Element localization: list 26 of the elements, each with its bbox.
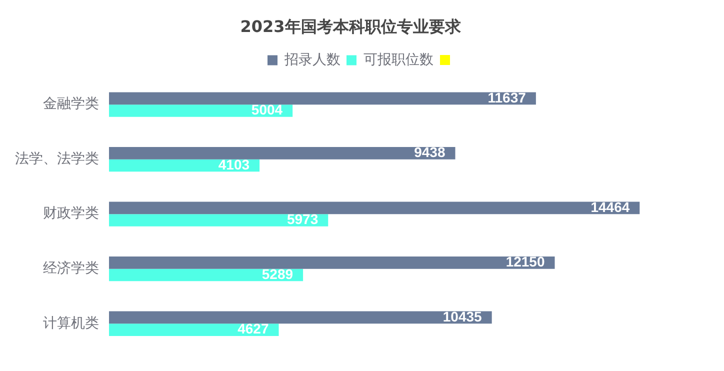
data-label: 9438 [414, 144, 446, 160]
data-label: 4627 [238, 320, 269, 337]
data-label: 5289 [262, 266, 294, 282]
data-label: 4103 [218, 156, 250, 172]
legend-label: 可报职位数 [364, 52, 434, 68]
data-label: 10435 [442, 308, 482, 324]
y-tick-label: 财政学类 [43, 206, 99, 222]
bar [109, 202, 640, 214]
bar [109, 92, 536, 105]
data-label: 14464 [590, 198, 630, 215]
bar [109, 214, 328, 226]
data-label: 5004 [251, 102, 283, 118]
data-label: 5973 [286, 211, 318, 228]
data-label: 11637 [488, 89, 526, 106]
bar [109, 324, 279, 336]
bar [109, 104, 293, 117]
y-tick-label: 经济学类 [43, 260, 99, 276]
bar [109, 311, 492, 324]
data-label: 12150 [506, 254, 545, 270]
chart-title: 2023年国考本科职位专业要求 [240, 16, 462, 36]
y-tick-label: 金融学类 [43, 96, 99, 112]
y-tick-label: 法学、法学类 [15, 150, 99, 167]
legend-label: 招录人数 [284, 52, 340, 68]
y-tick-label: 计算机类 [43, 315, 99, 332]
bar [109, 147, 456, 160]
bar [109, 256, 555, 269]
